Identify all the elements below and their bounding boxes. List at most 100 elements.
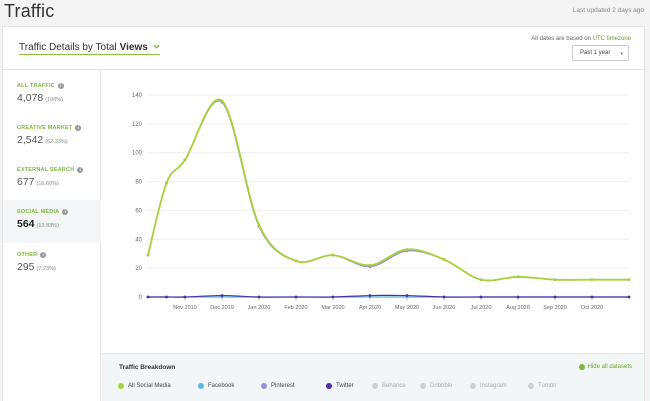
- x-tick-label: Dec 2019: [210, 305, 234, 311]
- data-point: [627, 295, 631, 299]
- date-range-value: Past 1 year: [580, 50, 611, 56]
- legend-item-instagram[interactable]: Instagram: [470, 383, 528, 389]
- info-icon[interactable]: i: [62, 209, 69, 215]
- info-icon[interactable]: i: [77, 167, 84, 173]
- legend-item-twitter[interactable]: Twitter: [326, 383, 372, 389]
- card-title-prefix: Traffic Details by Total: [19, 42, 117, 53]
- legend-item-tumblr[interactable]: Tumblr: [528, 383, 568, 389]
- info-icon[interactable]: i: [75, 125, 82, 131]
- hide-all-label: Hide all datasets: [587, 364, 632, 370]
- sidebar-item-creative-market[interactable]: CREATIVE MARKET i 2,542 (62.33%): [3, 120, 101, 160]
- legend-label: Twitter: [336, 383, 354, 389]
- legend-item-all-social-media[interactable]: All Social Media: [118, 383, 198, 389]
- hide-all-datasets-button[interactable]: Hide all datasets: [578, 364, 632, 370]
- x-tick-label: Oct 2020: [581, 305, 603, 311]
- data-point: [368, 263, 372, 267]
- timezone-note: All dates are based on UTC timezone: [531, 36, 631, 42]
- y-tick-label: 40: [135, 237, 142, 243]
- data-point: [627, 278, 631, 282]
- legend-item-dribbble[interactable]: Dribbble: [420, 383, 470, 389]
- legend-label: All Social Media: [128, 383, 171, 389]
- timezone-link[interactable]: UTC timezone: [592, 36, 631, 42]
- legend-dot: [528, 383, 534, 389]
- data-point: [590, 278, 594, 282]
- data-point: [294, 295, 298, 299]
- data-point: [183, 158, 187, 162]
- sidebar-item-other[interactable]: OTHER i 295 (7.23%): [3, 247, 101, 287]
- card-header: Traffic Details by Total Views All dates…: [3, 27, 644, 70]
- legend-dot: [198, 383, 204, 389]
- x-tick-label: Jun 2020: [433, 305, 456, 311]
- last-updated-text: Last updated 2 days ago: [572, 7, 644, 14]
- eye-icon: [578, 364, 585, 370]
- sidebar-item-percent: (7.23%): [36, 266, 56, 272]
- legend-label: Instagram: [480, 383, 507, 389]
- sidebar-item-social-media[interactable]: SOCIAL MEDIA i 564 (13.83%): [3, 200, 101, 243]
- x-tick-label: Feb 2020: [284, 305, 307, 311]
- sidebar-item-label: ALL TRAFFIC: [17, 83, 55, 89]
- sidebar-item-percent: (16.60%): [36, 181, 59, 187]
- traffic-breakdown: Traffic Breakdown Hide all datasets All …: [102, 353, 644, 401]
- sidebar-item-value: 677: [17, 176, 35, 188]
- info-icon[interactable]: i: [40, 252, 47, 258]
- legend-dot: [372, 383, 378, 389]
- data-point: [331, 295, 335, 299]
- sidebar-item-label: EXTERNAL SEARCH: [17, 167, 75, 173]
- data-point: [405, 294, 409, 297]
- x-tick-label: Sep 2020: [543, 305, 567, 311]
- y-tick-label: 80: [135, 180, 142, 186]
- x-tick-label: Apr 2020: [359, 305, 381, 311]
- data-point: [146, 253, 150, 257]
- line-chart[interactable]: 0 20 40 60 80 100 120 140 Nov 2019 Dec 2019 Jan 20…: [102, 70, 644, 353]
- sidebar-item-all-traffic[interactable]: ALL TRAFFIC i 4,078 (100%): [3, 78, 101, 118]
- data-point: [553, 295, 557, 299]
- y-tick-label: 60: [135, 208, 142, 214]
- data-point: [165, 295, 168, 299]
- sidebar-item-percent: (13.83%): [36, 223, 59, 229]
- series-line-pinterest: [147, 100, 629, 282]
- data-point: [516, 275, 520, 279]
- info-icon[interactable]: i: [57, 83, 64, 89]
- y-tick-label: 20: [135, 266, 142, 272]
- x-tick-label: Jan 2020: [248, 305, 271, 311]
- metric-selector[interactable]: Traffic Details by Total Views: [19, 42, 160, 55]
- sidebar-item-value: 564: [17, 218, 35, 230]
- data-point: [479, 295, 483, 299]
- data-point: [442, 295, 446, 299]
- select-caret-icon: ▾: [620, 51, 623, 57]
- traffic-source-sidebar: ALL TRAFFIC i 4,078 (100%) CREATIVE MARKET…: [3, 70, 101, 401]
- data-point: [590, 295, 594, 299]
- legend-label: Pinterest: [271, 383, 295, 389]
- legend-dot: [420, 383, 426, 389]
- sidebar-item-label: SOCIAL MEDIA: [17, 209, 60, 215]
- data-point: [183, 295, 187, 299]
- traffic-chart: 0 20 40 60 80 100 120 140 Nov 2019 Dec 2019 Jan 20…: [102, 70, 644, 363]
- legend-item-behance[interactable]: Behance: [372, 383, 420, 389]
- data-point: [479, 278, 483, 282]
- legend-dot: [261, 383, 267, 389]
- date-range-select[interactable]: Past 1 year ▾: [572, 45, 629, 61]
- legend-label: Tumblr: [538, 383, 557, 389]
- x-tick-label: Aug 2020: [506, 305, 530, 311]
- legend-item-facebook[interactable]: Facebook: [198, 383, 261, 389]
- page-title: Traffic: [4, 1, 55, 21]
- data-point: [257, 295, 261, 299]
- timezone-note-text: All dates are based on: [531, 36, 591, 42]
- data-point: [257, 223, 261, 227]
- data-point: [165, 181, 168, 185]
- data-point: [331, 253, 335, 257]
- sidebar-item-external-search[interactable]: EXTERNAL SEARCH i 677 (16.60%): [3, 162, 101, 202]
- traffic-details-card: Traffic Details by Total Views All dates…: [2, 26, 645, 401]
- data-point: [368, 294, 372, 297]
- data-point: [220, 99, 224, 103]
- series-line-all-social-media: [147, 98, 629, 282]
- data-point: [442, 258, 446, 261]
- legend-dot: [326, 383, 332, 389]
- card-title-metric: Views: [119, 42, 148, 53]
- sidebar-item-percent: (100%): [45, 97, 64, 103]
- legend-item-pinterest[interactable]: Pinterest: [261, 383, 326, 389]
- sidebar-item-percent: (62.33%): [45, 139, 68, 145]
- sidebar-item-value: 4,078: [17, 92, 44, 104]
- legend-dot: [470, 383, 476, 389]
- sidebar-item-label: CREATIVE MARKET: [17, 125, 73, 131]
